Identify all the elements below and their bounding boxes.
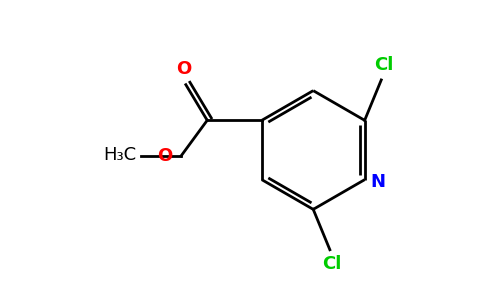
Text: N: N <box>370 173 385 191</box>
Text: Cl: Cl <box>374 56 393 74</box>
Text: H₃C: H₃C <box>103 146 136 164</box>
Text: O: O <box>157 147 172 165</box>
Text: O: O <box>176 60 191 78</box>
Text: Cl: Cl <box>322 255 342 273</box>
